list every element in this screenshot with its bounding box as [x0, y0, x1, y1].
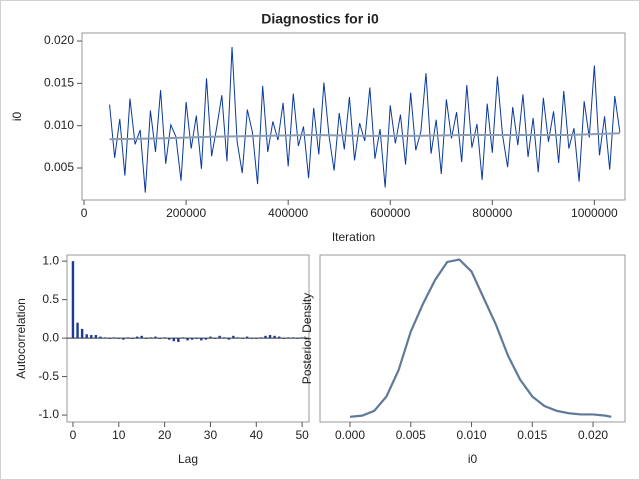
bar	[296, 338, 299, 339]
bar	[85, 334, 88, 339]
y-tick-label: 1.0	[42, 253, 59, 267]
bar	[94, 335, 98, 339]
y-tick-label: 0.005	[44, 160, 74, 174]
bar	[113, 337, 116, 339]
bar	[200, 338, 203, 341]
x-tick-label: 0.015	[517, 428, 547, 442]
bar	[291, 337, 295, 339]
bar	[135, 336, 139, 339]
bar	[108, 338, 111, 339]
y-tick-label: 0.015	[44, 76, 74, 90]
bar	[168, 338, 171, 340]
bar	[158, 338, 162, 339]
y-axis-label: Autocorrelation	[14, 298, 28, 379]
x-tick-label: 0.005	[396, 428, 426, 442]
bar	[218, 335, 221, 339]
x-tick-label: 600000	[370, 206, 410, 220]
bar	[250, 338, 253, 339]
x-tick-label: 0	[81, 206, 88, 220]
bar	[259, 337, 263, 339]
bar	[117, 338, 120, 339]
x-tick-label: 0.010	[457, 428, 487, 442]
bar	[103, 337, 107, 339]
x-tick-label: 50	[295, 428, 309, 442]
bar	[268, 335, 272, 339]
bar	[177, 338, 180, 342]
y-tick-label: 0.0	[42, 330, 59, 344]
x-tick-label: 400000	[268, 206, 308, 220]
bar	[264, 335, 267, 339]
chart-title: Diagnostics for i0	[261, 11, 379, 27]
y-axis-label: i0	[10, 112, 24, 122]
series-line	[109, 46, 621, 193]
x-tick-label: 30	[204, 428, 218, 442]
x-axis-label: i0	[468, 452, 478, 466]
bar	[154, 336, 157, 339]
bar	[223, 337, 226, 339]
bar	[209, 336, 212, 339]
x-axis-label: Lag	[178, 452, 198, 466]
x-tick-label: 0	[70, 428, 77, 442]
bar	[126, 337, 130, 339]
bar	[227, 338, 230, 340]
x-tick-label: 800000	[472, 206, 512, 220]
bar	[149, 337, 153, 339]
series-line	[109, 132, 620, 141]
plot-frame	[319, 254, 626, 423]
bar	[190, 338, 194, 340]
bar	[145, 338, 148, 339]
bar	[71, 261, 75, 339]
bar	[300, 337, 304, 339]
bar	[245, 336, 249, 339]
x-tick-label: 40	[250, 428, 264, 442]
x-tick-label: 0.020	[578, 428, 608, 442]
x-tick-label: 20	[158, 428, 172, 442]
y-tick-label: -0.5	[38, 369, 59, 383]
bar	[140, 335, 143, 339]
y-axis-label: Posterior Density	[300, 293, 314, 384]
bar	[282, 338, 285, 339]
bar	[131, 338, 134, 339]
x-tick-label: 10	[112, 428, 126, 442]
x-axis-label: Iteration	[332, 230, 375, 244]
bar	[273, 335, 276, 339]
bar	[204, 338, 208, 340]
bar	[186, 338, 189, 341]
bar	[99, 336, 102, 339]
y-tick-label: 0.020	[44, 33, 74, 47]
bar	[90, 335, 93, 339]
bar	[76, 322, 79, 339]
bar	[195, 338, 198, 339]
bar	[255, 338, 258, 339]
bar	[278, 336, 281, 339]
x-tick-label: 200000	[166, 206, 206, 220]
bar	[287, 337, 290, 339]
bar	[213, 338, 217, 339]
x-tick-label: 1000000	[571, 206, 618, 220]
bar	[232, 335, 235, 339]
y-tick-label: 0.5	[42, 292, 59, 306]
series-line	[349, 258, 612, 418]
bar	[181, 337, 185, 339]
bar	[122, 338, 125, 340]
plot-frame	[81, 32, 626, 201]
bar	[236, 337, 240, 339]
bar	[163, 337, 166, 339]
bar	[80, 328, 84, 339]
bar	[241, 338, 244, 339]
y-tick-label: 0.010	[44, 118, 74, 132]
y-tick-label: -1.0	[38, 407, 59, 421]
x-tick-label: 0.000	[335, 428, 365, 442]
bar	[172, 338, 175, 342]
